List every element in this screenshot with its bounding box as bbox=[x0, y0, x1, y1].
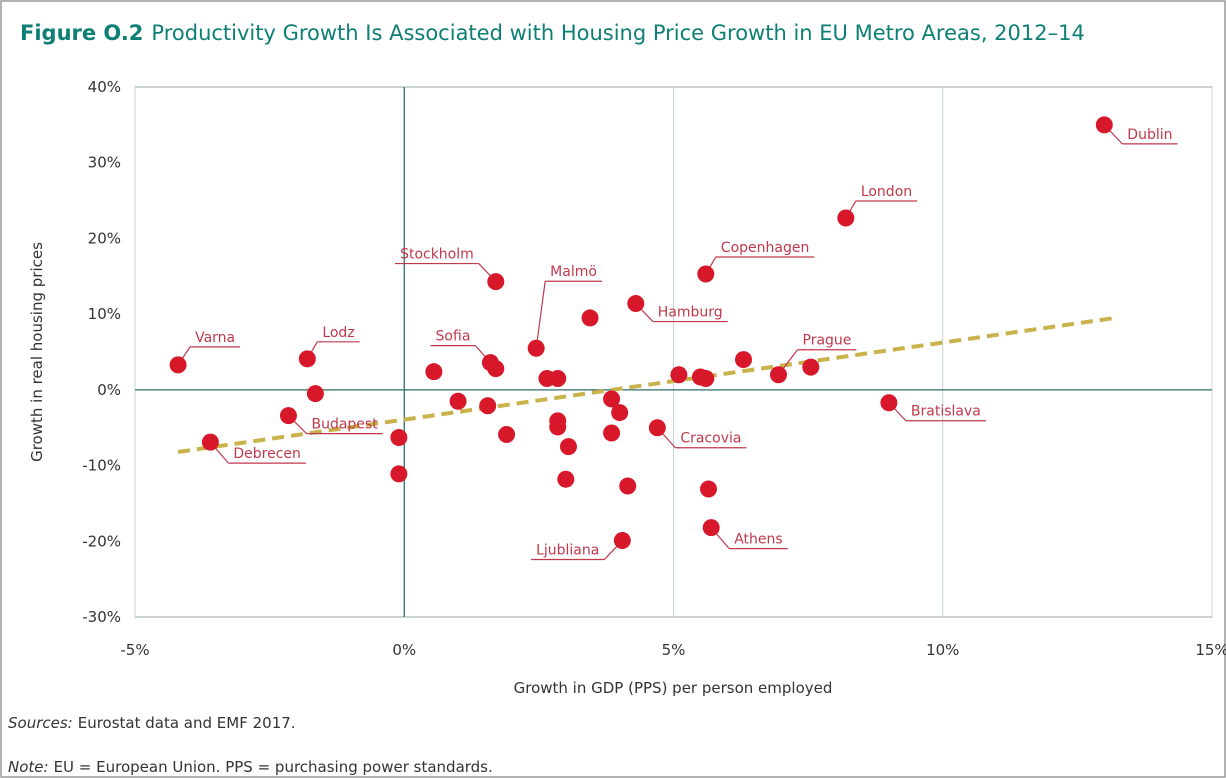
point bbox=[390, 465, 408, 483]
point-label: Bratislava bbox=[911, 404, 981, 420]
point bbox=[770, 366, 788, 384]
point bbox=[487, 360, 505, 378]
point-label: Varna bbox=[195, 330, 235, 346]
point-label: Malmö bbox=[550, 264, 597, 280]
point bbox=[735, 351, 753, 369]
x-tick-label: 10% bbox=[926, 641, 959, 659]
point bbox=[298, 350, 316, 368]
point bbox=[702, 519, 720, 537]
point bbox=[697, 370, 715, 387]
point bbox=[670, 366, 688, 384]
title-text: Productivity Growth Is Associated with H… bbox=[151, 21, 1084, 45]
point bbox=[449, 392, 467, 410]
point-label: Cracovia bbox=[680, 431, 741, 447]
point-label: Ljubliana bbox=[536, 543, 599, 559]
point bbox=[611, 404, 629, 422]
source-label: Sources: bbox=[8, 714, 73, 732]
y-tick-label: 40% bbox=[88, 78, 121, 96]
point bbox=[837, 209, 855, 227]
point bbox=[557, 470, 575, 488]
point bbox=[479, 397, 497, 415]
point-label: Athens bbox=[734, 532, 782, 548]
point bbox=[603, 390, 621, 408]
label-leader bbox=[535, 281, 546, 349]
point bbox=[697, 265, 715, 283]
point bbox=[802, 358, 820, 376]
y-tick-label: -10% bbox=[82, 457, 121, 475]
point-label: Prague bbox=[803, 333, 852, 349]
point bbox=[603, 424, 621, 442]
point-label: Hamburg bbox=[658, 305, 723, 321]
x-tick-label: 5% bbox=[662, 641, 686, 659]
point bbox=[1095, 116, 1113, 134]
point bbox=[700, 480, 718, 498]
point bbox=[880, 394, 898, 412]
point-label: Copenhagen bbox=[721, 240, 810, 256]
point bbox=[498, 426, 516, 444]
point bbox=[425, 363, 443, 381]
x-axis-label: Growth in GDP (PPS) per person employed bbox=[514, 679, 833, 697]
note-text: EU = European Union. PPS = purchasing po… bbox=[54, 758, 493, 776]
y-tick-label: -20% bbox=[82, 532, 121, 550]
point bbox=[648, 419, 666, 437]
point bbox=[619, 477, 637, 495]
point-label: Dublin bbox=[1127, 127, 1172, 143]
point bbox=[527, 339, 545, 357]
y-tick-label: 30% bbox=[88, 154, 121, 172]
point bbox=[613, 532, 631, 550]
y-tick-label: -30% bbox=[82, 608, 121, 626]
x-tick-label: 15% bbox=[1195, 641, 1226, 659]
sources: Sources: Eurostat data and EMF 2017. bbox=[8, 714, 296, 732]
note: Note: EU = European Union. PPS = purchasi… bbox=[8, 758, 493, 776]
point bbox=[390, 429, 408, 447]
y-axis-label: Growth in real housing prices bbox=[28, 242, 46, 462]
figure-label: Figure O.2 bbox=[20, 21, 143, 45]
x-tick-label: -5% bbox=[120, 641, 149, 659]
point-label: Lodz bbox=[322, 325, 354, 341]
point bbox=[549, 370, 567, 387]
x-tick-label: 0% bbox=[392, 641, 416, 659]
point bbox=[169, 356, 187, 374]
point bbox=[581, 309, 599, 327]
point-label: Stockholm bbox=[400, 247, 474, 263]
y-tick-label: 10% bbox=[88, 305, 121, 323]
point bbox=[549, 418, 567, 436]
note-label: Note: bbox=[8, 758, 49, 776]
y-tick-label: 20% bbox=[88, 229, 121, 247]
point bbox=[559, 438, 577, 456]
point bbox=[201, 433, 219, 451]
chart-title: Figure O.2 Productivity Growth Is Associa… bbox=[20, 21, 1085, 45]
point bbox=[306, 385, 324, 403]
point bbox=[627, 295, 645, 313]
y-tick-label: 0% bbox=[97, 381, 121, 399]
point-label: Sofia bbox=[436, 329, 471, 345]
point bbox=[487, 273, 505, 291]
trend-line bbox=[177, 315, 1116, 454]
source-text: Eurostat data and EMF 2017. bbox=[78, 714, 296, 732]
point bbox=[279, 407, 297, 425]
point-label: Budapest bbox=[311, 417, 378, 433]
point-label: London bbox=[861, 184, 912, 200]
point-label: Debrecen bbox=[233, 446, 301, 462]
